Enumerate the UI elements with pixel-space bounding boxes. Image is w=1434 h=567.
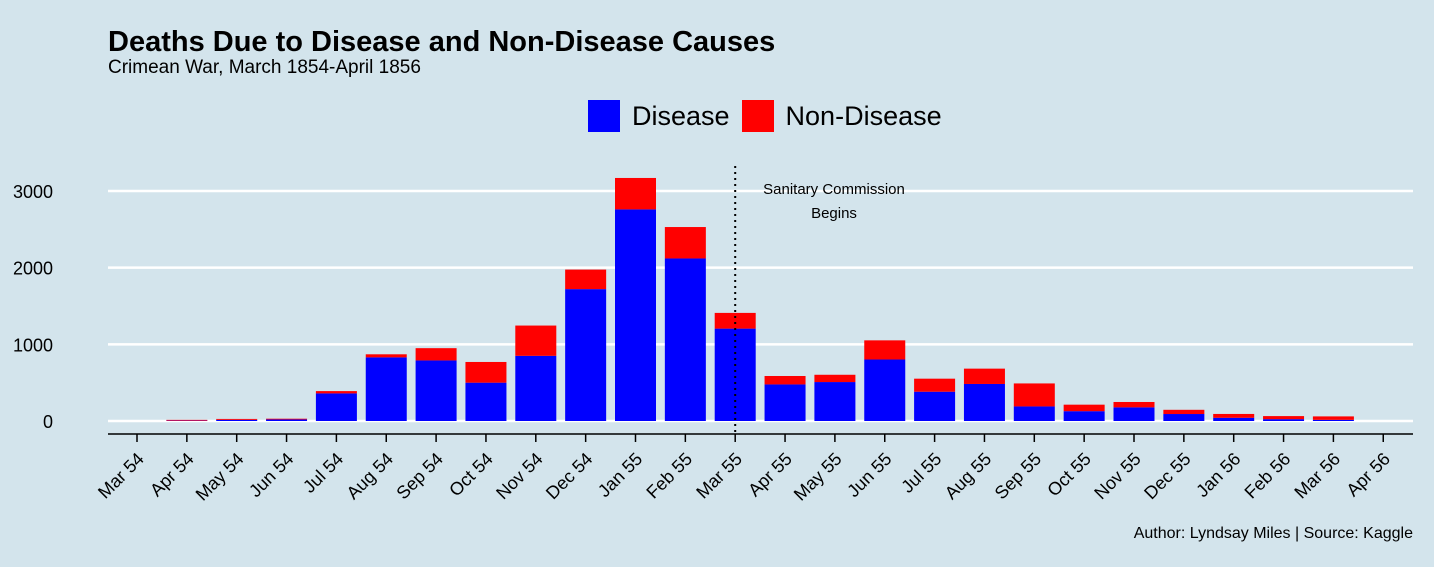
bar-disease — [615, 209, 656, 421]
bar-disease — [963, 383, 1005, 421]
bar-disease — [1013, 406, 1055, 421]
bar-disease — [1312, 419, 1354, 421]
x-tick-label: Apr 55 — [744, 449, 796, 501]
bar-disease — [914, 391, 956, 421]
x-tick-label: Dec 55 — [1140, 449, 1194, 503]
x-tick-label: Mar 55 — [692, 449, 746, 503]
bar-disease — [515, 355, 557, 421]
y-tick-label: 1000 — [13, 335, 53, 355]
bar-non-disease — [1063, 404, 1105, 412]
bar-disease — [1163, 414, 1205, 421]
legend-key-non-disease — [741, 100, 774, 132]
x-tick-label: Nov 55 — [1090, 449, 1144, 503]
bar-non-disease — [1263, 416, 1305, 420]
y-tick-label: 2000 — [13, 259, 53, 279]
legend-key-disease — [588, 100, 620, 132]
x-tick-label: Mar 56 — [1290, 449, 1344, 503]
bar-disease — [565, 289, 607, 421]
bar-non-disease — [714, 312, 756, 329]
x-tick-label: Nov 54 — [492, 449, 546, 503]
legend-label-non-disease: Non-Disease — [785, 100, 942, 131]
bar-non-disease — [864, 340, 906, 360]
bar-disease — [664, 258, 706, 421]
bar-disease — [315, 393, 357, 421]
x-tick-label: Sep 55 — [991, 449, 1045, 503]
x-tick-label: Sep 54 — [392, 449, 446, 503]
x-tick-label: Jan 55 — [594, 449, 646, 501]
legend-item-disease: Disease — [588, 100, 730, 132]
x-tick-label: Mar 54 — [94, 449, 148, 503]
bar-non-disease — [565, 269, 607, 290]
bar-non-disease — [1113, 401, 1155, 408]
bar-disease — [365, 357, 407, 421]
chart-caption: Author: Lyndsay Miles | Source: Kaggle — [1133, 525, 1413, 542]
bar-non-disease — [615, 177, 656, 210]
chart-subtitle: Crimean War, March 1854-April 1856 — [108, 57, 421, 78]
bar-disease — [764, 384, 806, 421]
x-tick-label: Jun 55 — [843, 449, 895, 501]
bar-disease — [1113, 407, 1155, 421]
bar-disease — [216, 419, 258, 421]
bar-non-disease — [415, 348, 457, 361]
x-tick-label: Jun 54 — [245, 449, 297, 501]
bar-non-disease — [1163, 409, 1205, 415]
bar-disease — [1263, 419, 1305, 421]
bar-non-disease — [814, 374, 856, 383]
x-tick-label: Jul 54 — [299, 449, 347, 497]
x-tick-label: Dec 54 — [542, 449, 596, 503]
bar-disease — [1213, 417, 1255, 421]
bar-non-disease — [664, 227, 706, 259]
chart-title: Deaths Due to Disease and Non-Disease Ca… — [108, 26, 776, 58]
x-tick-label: Feb 56 — [1241, 449, 1295, 503]
bar-disease — [465, 382, 507, 421]
legend-item-non-disease: Non-Disease — [741, 100, 942, 132]
bar-non-disease — [266, 418, 308, 420]
bar-non-disease — [166, 419, 208, 421]
bar-disease — [415, 360, 457, 421]
bar-disease — [1063, 411, 1105, 421]
legend: Disease Non-Disease — [588, 100, 954, 132]
bar-non-disease — [315, 391, 357, 394]
x-tick-label: Jul 55 — [897, 449, 945, 497]
y-tick-label: 3000 — [13, 182, 53, 202]
bar-non-disease — [1013, 383, 1055, 407]
bar-disease — [814, 382, 856, 421]
bar-non-disease — [365, 354, 407, 358]
x-tick-label: May 55 — [790, 449, 846, 505]
annotation-text: Sanitary Commission — [763, 181, 905, 198]
bar-disease — [266, 419, 308, 421]
x-tick-label: Jan 56 — [1192, 449, 1244, 501]
bar-non-disease — [914, 378, 956, 392]
x-tick-label: Apr 54 — [146, 449, 198, 501]
bar-disease — [864, 359, 906, 421]
x-tick-label: Apr 56 — [1342, 449, 1394, 501]
y-tick-label: 0 — [43, 412, 53, 432]
x-tick-label: Aug 54 — [343, 449, 397, 503]
x-tick-label: Aug 55 — [941, 449, 995, 503]
x-tick-label: May 54 — [192, 449, 248, 505]
bar-non-disease — [216, 418, 258, 420]
bar-non-disease — [1213, 413, 1255, 418]
bar-non-disease — [1312, 416, 1354, 420]
x-tick-label: Feb 55 — [642, 449, 696, 503]
x-tick-label: Oct 55 — [1043, 449, 1095, 501]
bar-non-disease — [963, 368, 1005, 384]
bar-non-disease — [764, 375, 806, 385]
legend-label-disease: Disease — [632, 100, 730, 131]
bar-non-disease — [465, 361, 507, 383]
bar-disease — [714, 328, 756, 421]
x-tick-label: Oct 54 — [445, 449, 497, 501]
bar-non-disease — [515, 325, 557, 356]
annotation-text: Begins — [811, 205, 857, 222]
